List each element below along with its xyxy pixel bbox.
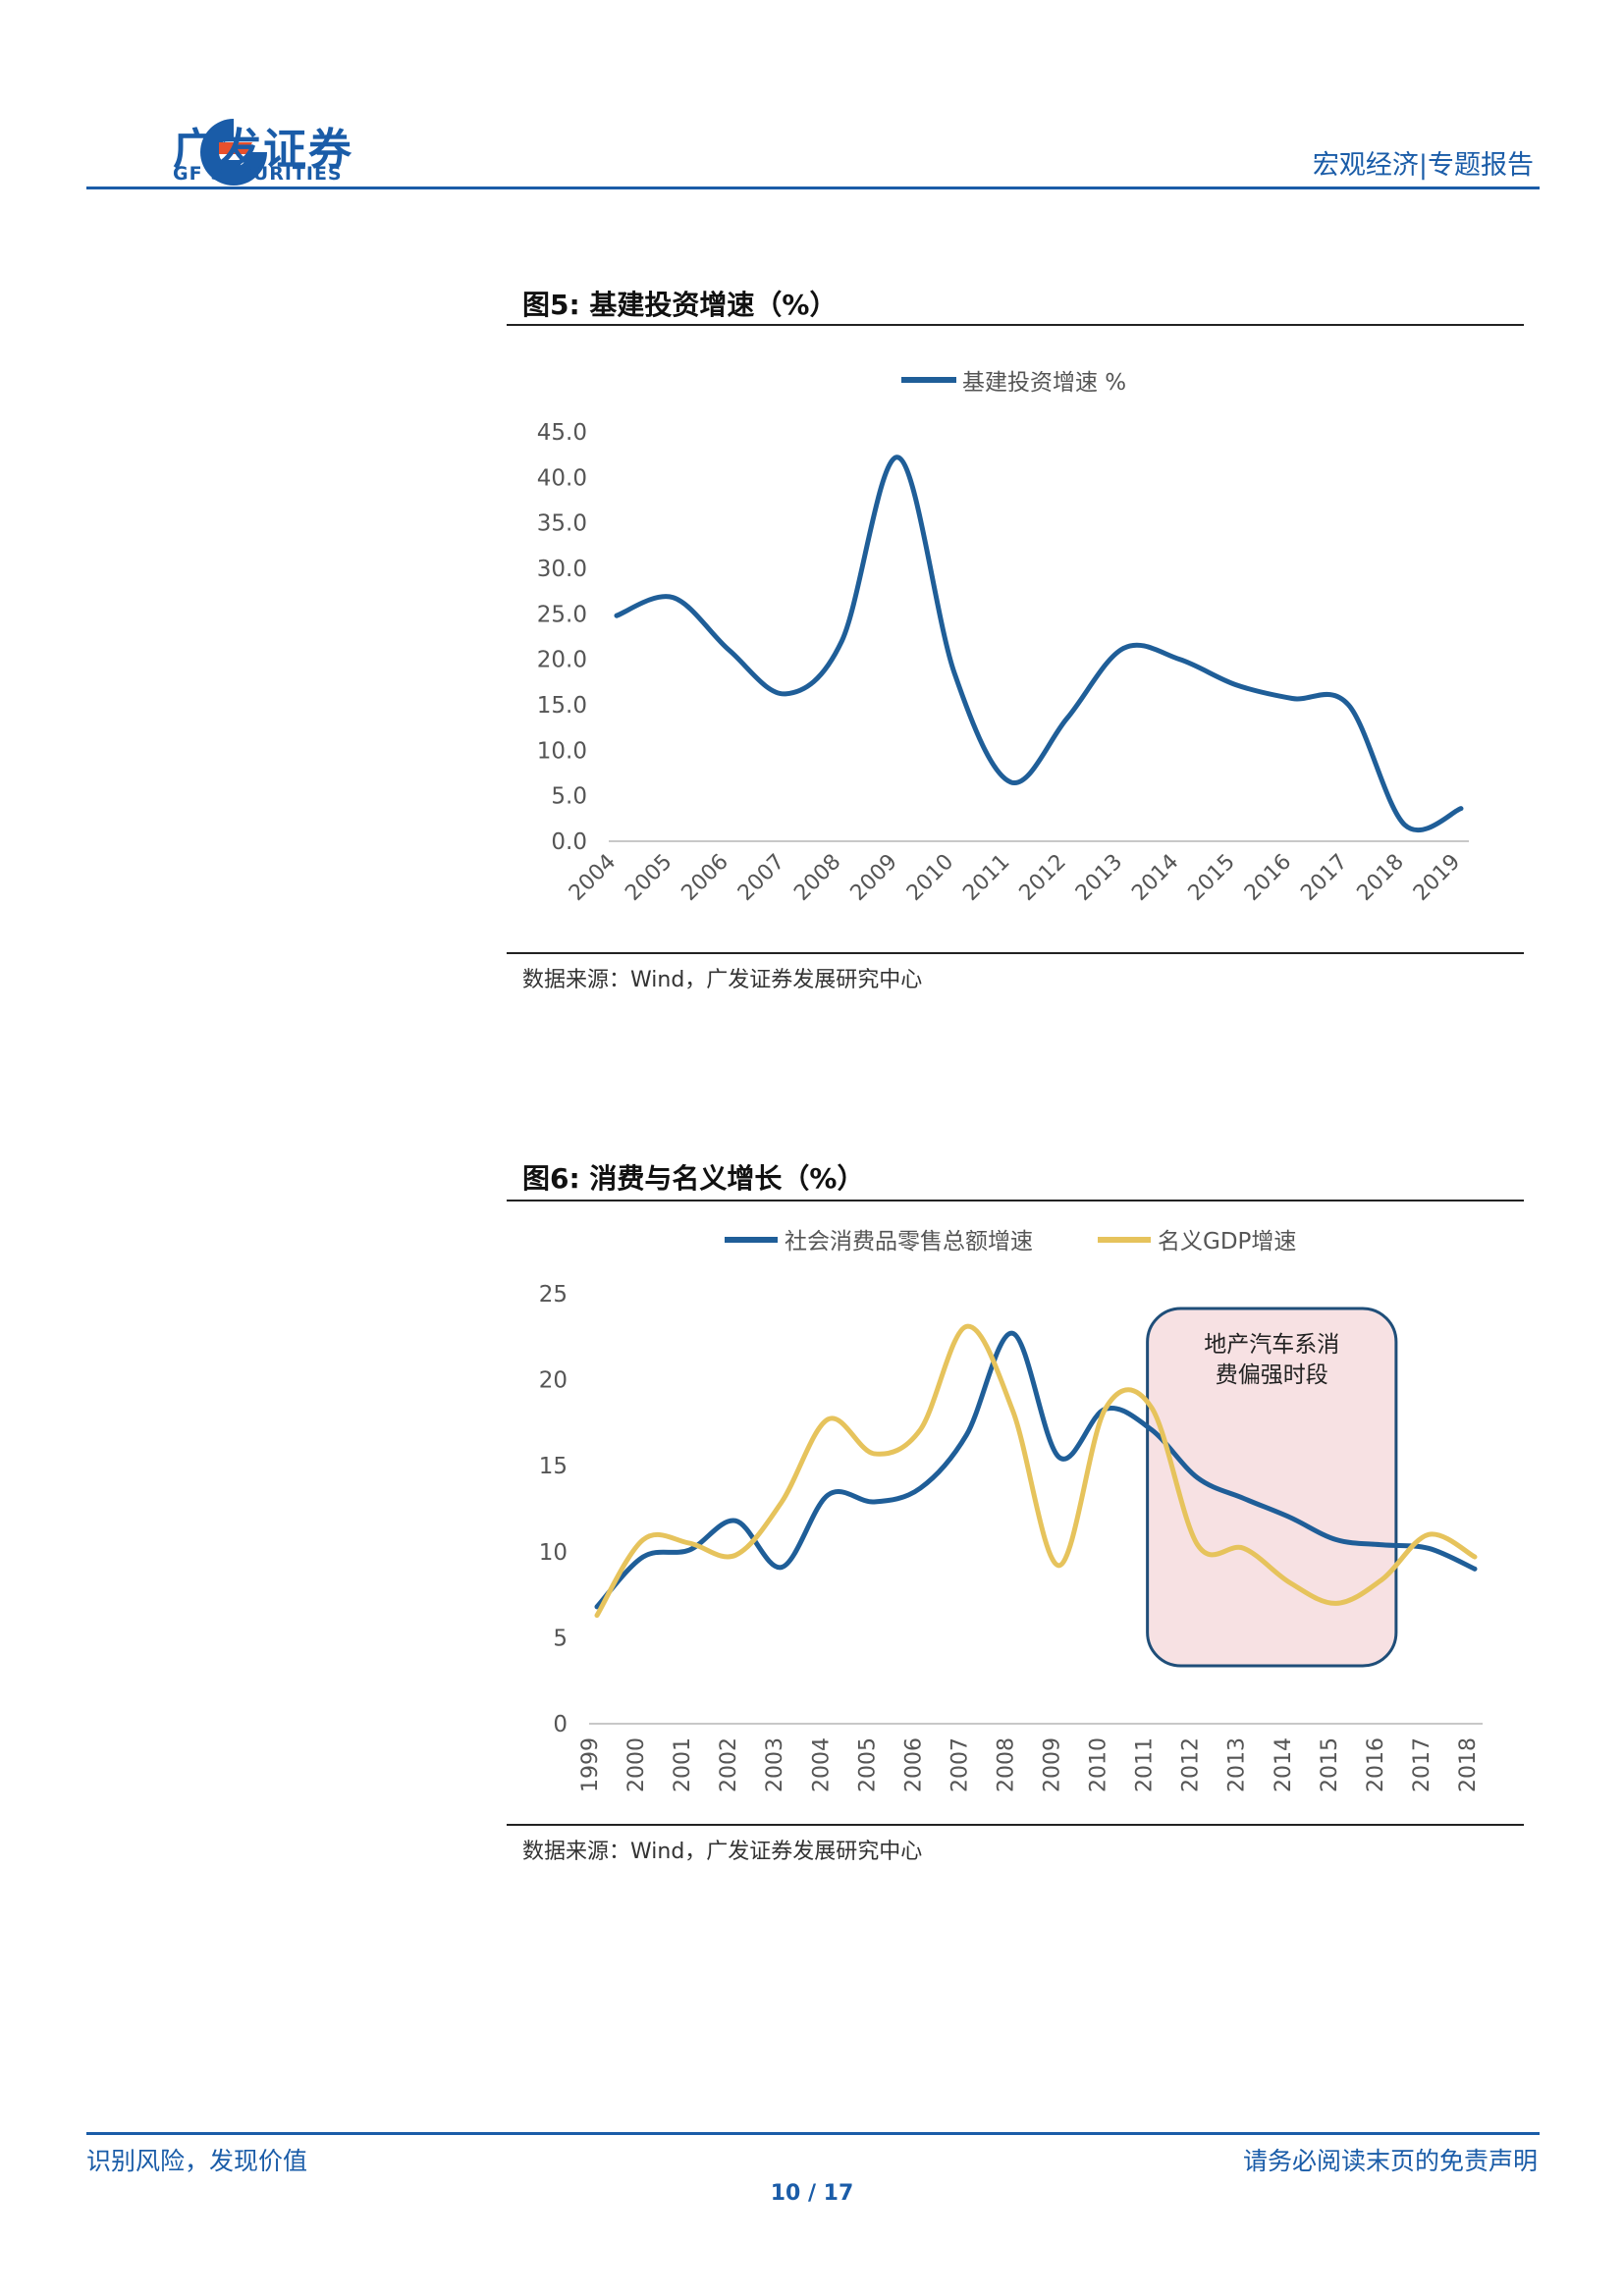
x-tick-label: 2004 [809,1737,834,1792]
chart6-annotation-box [1146,1307,1398,1668]
x-tick-label: 2001 [671,1737,695,1792]
figure-5-source: 数据来源：Wind，广发证券发展研究中心 [522,968,923,992]
x-tick-label: 1999 [578,1737,603,1792]
x-tick-label: 2008 [789,850,845,906]
figure-5-bottom-rule [507,952,1524,954]
page-number: 10 / 17 [770,2181,854,2206]
x-tick-label: 2010 [902,850,958,906]
chart-infrastructure-investment: 基建投资增速 % 0.0 5.0 10.0 15.0 20.0 25.0 30.0 35.0 4… [537,370,1469,906]
x-tick-label: 2011 [958,850,1014,906]
figure-5-title: 图5: 基建投资增速（%） [522,289,838,321]
x-tick-label: 2015 [1184,850,1240,906]
chart6-legend-label-gdp: 名义GDP增速 [1158,1229,1296,1255]
chart6-x-axis: 1999 2000 2001 2002 2003 2004 2005 2006 2007 2008… [578,1723,1483,1792]
x-tick-label: 2002 [717,1737,741,1792]
brand-name-cn: 广发证券 [173,125,353,175]
x-tick-label: 2007 [947,1737,972,1792]
x-tick-label: 2008 [994,1737,1018,1792]
footer-slogan: 识别风险，发现价值 [86,2147,308,2175]
figure-6-title: 图6: 消费与名义增长（%） [522,1162,865,1195]
report-type: 宏观经济|专题报告 [1312,150,1534,181]
brand-name-en: GF SECURITIES [173,163,343,185]
chart6-annotation-line2: 费偏强时段 [1216,1362,1328,1388]
x-tick-label: 2017 [1410,1737,1435,1792]
y-tick-label: 20.0 [537,648,587,673]
x-tick-label: 2012 [1015,850,1071,906]
y-tick-label: 40.0 [537,465,587,491]
y-tick-label: 45.0 [537,420,587,446]
x-tick-label: 2007 [733,850,789,906]
y-tick-label: 10 [539,1540,568,1566]
x-tick-label: 2009 [1041,1737,1065,1792]
y-tick-label: 20 [539,1368,568,1394]
y-tick-label: 15.0 [537,693,587,719]
y-tick-label: 0 [553,1712,568,1737]
chart6-annotation: 地产汽车系消 费偏强时段 [1146,1307,1398,1668]
y-tick-label: 0.0 [551,829,587,855]
figure-5-top-rule [507,324,1524,326]
footer-divider [86,2132,1540,2135]
x-tick-label: 2009 [846,850,902,906]
chart5-x-axis: 2004 2005 2006 2007 2008 2009 2010 2011 2012 2013… [565,840,1469,906]
series-line-0 [594,1330,1478,1610]
y-tick-label: 10.0 [537,738,587,764]
chart6-annotation-line1: 地产汽车系消 [1204,1332,1339,1358]
x-tick-label: 2012 [1179,1737,1204,1792]
x-tick-label: 2000 [624,1737,649,1792]
x-tick-label: 2015 [1318,1737,1342,1792]
x-tick-label: 2017 [1296,850,1352,906]
figure-6-top-rule [507,1200,1524,1201]
x-tick-label: 2014 [1272,1737,1296,1792]
x-tick-label: 2018 [1353,850,1409,906]
chart6-legend: 社会消费品零售总额增速 名义GDP增速 [725,1229,1296,1255]
x-tick-label: 2018 [1456,1737,1481,1792]
x-tick-label: 2005 [855,1737,880,1792]
x-tick-label: 2014 [1127,850,1183,906]
series-line-1 [594,1323,1478,1619]
y-tick-label: 25 [539,1282,568,1308]
x-tick-label: 2016 [1240,850,1296,906]
x-tick-label: 2006 [901,1737,926,1792]
chart5-y-axis: 0.0 5.0 10.0 15.0 20.0 25.0 30.0 35.0 40.0 45.0 [537,420,587,855]
footer-disclaimer-note: 请务必阅读末页的免责声明 [1242,2147,1538,2175]
y-tick-label: 5.0 [551,784,587,810]
chart5-series [614,454,1464,833]
y-tick-label: 5 [553,1626,568,1651]
chart-consumption-nominal-growth: 地产汽车系消 费偏强时段 社会消费品零售总额增速 名义GDP增速 0 5 10 15 2… [539,1229,1483,1792]
chart6-y-axis: 0 5 10 15 20 25 [539,1282,568,1737]
x-tick-label: 2013 [1071,850,1127,906]
y-tick-label: 35.0 [537,511,587,537]
chart5-legend: 基建投资增速 % [901,370,1126,396]
y-tick-label: 25.0 [537,602,587,627]
x-tick-label: 2011 [1133,1737,1158,1792]
x-tick-label: 2005 [621,850,677,906]
gf-logo-icon [200,119,267,186]
x-tick-label: 2003 [763,1737,787,1792]
x-tick-label: 2010 [1087,1737,1111,1792]
x-tick-label: 2006 [677,850,733,906]
chart5-legend-label: 基建投资增速 % [962,370,1126,396]
x-tick-label: 2019 [1409,850,1465,906]
figure-6-source: 数据来源：Wind，广发证券发展研究中心 [522,1840,923,1864]
y-tick-label: 30.0 [537,557,587,582]
x-tick-label: 2016 [1364,1737,1388,1792]
x-tick-label: 2013 [1225,1737,1250,1792]
chart6-series [594,1323,1478,1619]
x-tick-label: 2004 [565,850,621,906]
y-tick-label: 15 [539,1454,568,1479]
header-divider [86,187,1540,189]
figure-6-bottom-rule [507,1824,1524,1826]
series-line-0 [614,454,1464,833]
chart6-legend-label-retail: 社会消费品零售总额增速 [785,1229,1033,1255]
